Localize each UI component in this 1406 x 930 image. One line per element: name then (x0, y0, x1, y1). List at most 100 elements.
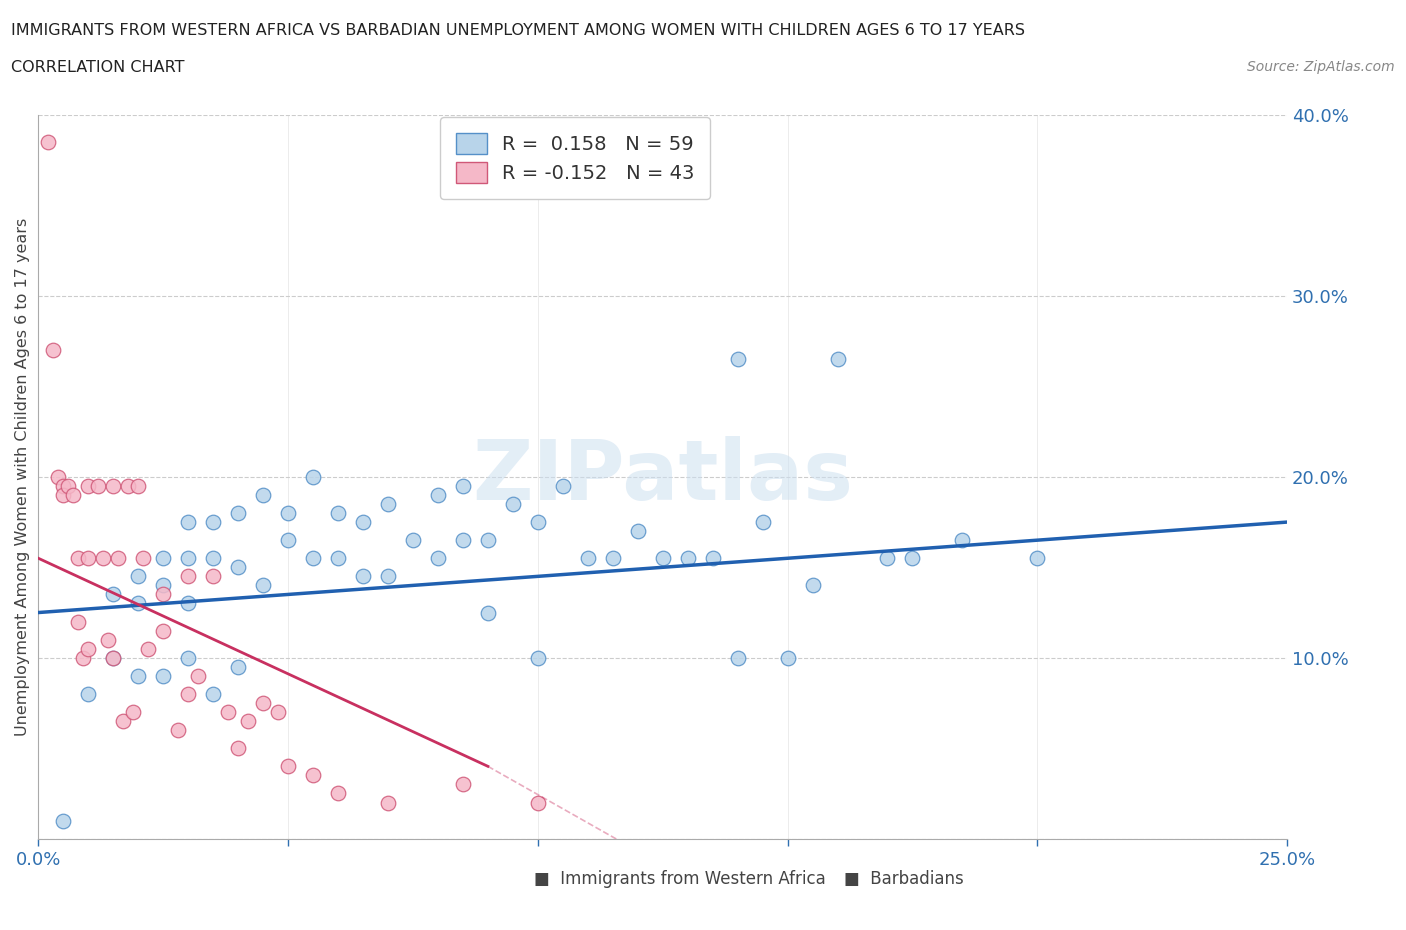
Point (52, 478, 75, 493)
Point (217, 705, 239, 720)
Point (302, 470, 325, 485)
Point (202, 686, 225, 701)
Point (402, 533, 425, 548)
Point (801, 578, 824, 592)
Point (377, 569, 399, 584)
Point (252, 487, 274, 502)
Text: ■  Barbadians: ■ Barbadians (844, 870, 963, 888)
Point (136, 642, 159, 657)
Point (651, 551, 673, 565)
Point (252, 696, 274, 711)
Point (97, 632, 120, 647)
Point (302, 551, 325, 565)
Point (226, 741, 249, 756)
Point (67, 614, 90, 629)
Point (527, 650, 550, 665)
Point (127, 478, 149, 493)
Point (576, 551, 599, 565)
Point (103, 650, 125, 665)
Point (451, 533, 474, 548)
Point (727, 650, 749, 665)
Point (87, 478, 110, 493)
Point (127, 596, 149, 611)
Point (377, 795, 399, 810)
Text: ZIPatlas: ZIPatlas (472, 436, 853, 517)
Legend: R =  0.158   N = 59, R = -0.152   N = 43: R = 0.158 N = 59, R = -0.152 N = 43 (440, 117, 710, 199)
Point (77, 642, 100, 657)
Point (426, 487, 449, 502)
Point (46, 470, 69, 485)
Point (177, 650, 200, 665)
Point (62, 487, 84, 502)
Point (751, 514, 773, 529)
Point (267, 705, 290, 720)
Point (236, 713, 259, 728)
Y-axis label: Unemployment Among Women with Children Ages 6 to 17 years: Unemployment Among Women with Children A… (15, 218, 30, 736)
Point (827, 352, 849, 366)
Point (326, 506, 349, 521)
Point (177, 514, 200, 529)
Point (107, 551, 129, 565)
Point (527, 795, 550, 810)
Point (112, 713, 135, 728)
Point (277, 533, 299, 548)
Point (426, 551, 449, 565)
Point (122, 705, 145, 720)
Point (876, 551, 898, 565)
Point (187, 669, 209, 684)
Point (77, 686, 100, 701)
Point (52, 813, 75, 828)
Point (477, 605, 499, 620)
Point (202, 514, 225, 529)
Point (152, 551, 174, 565)
Point (127, 669, 149, 684)
Point (226, 560, 249, 575)
Point (727, 352, 749, 366)
Point (502, 497, 524, 512)
Point (202, 551, 225, 565)
Point (676, 551, 699, 565)
Point (326, 551, 349, 565)
Point (302, 768, 325, 783)
Point (167, 723, 190, 737)
Point (152, 623, 174, 638)
Point (177, 686, 200, 701)
Point (352, 514, 374, 529)
Point (177, 551, 200, 565)
Point (177, 596, 200, 611)
Point (627, 524, 650, 538)
Point (277, 759, 299, 774)
Point (77, 551, 100, 565)
Point (132, 551, 155, 565)
Point (277, 506, 299, 521)
Point (451, 777, 474, 791)
Point (776, 650, 799, 665)
Text: ■  Immigrants from Western Africa: ■ Immigrants from Western Africa (534, 870, 827, 888)
Point (451, 478, 474, 493)
Point (58, 478, 80, 493)
Point (72, 650, 94, 665)
Point (377, 497, 399, 512)
Point (42, 343, 65, 358)
Point (202, 569, 225, 584)
Text: CORRELATION CHART: CORRELATION CHART (11, 60, 184, 75)
Point (152, 578, 174, 592)
Point (226, 659, 249, 674)
Point (103, 478, 125, 493)
Point (252, 578, 274, 592)
Point (602, 551, 624, 565)
Point (551, 478, 574, 493)
Point (352, 569, 374, 584)
Point (117, 478, 139, 493)
Point (326, 786, 349, 801)
Point (127, 569, 149, 584)
Point (177, 569, 200, 584)
Point (103, 587, 125, 602)
Point (152, 587, 174, 602)
Point (477, 533, 499, 548)
Point (37, 135, 59, 150)
Point (952, 533, 974, 548)
Point (67, 551, 90, 565)
Point (77, 478, 100, 493)
Point (901, 551, 924, 565)
